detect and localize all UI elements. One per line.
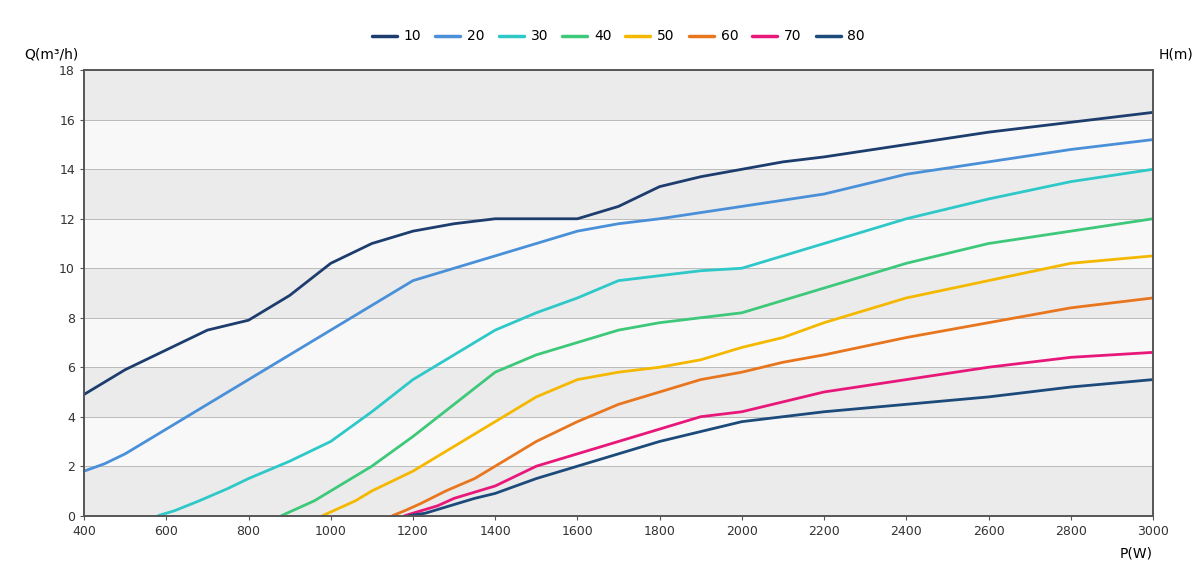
Bar — [84, 219, 1153, 268]
Bar — [84, 367, 1153, 417]
Bar — [84, 466, 1153, 516]
Bar — [84, 268, 1153, 318]
Bar — [84, 70, 1153, 120]
Bar — [84, 169, 1153, 219]
Bar — [84, 120, 1153, 169]
Text: Q(m³/h): Q(m³/h) — [24, 47, 79, 62]
Bar — [84, 318, 1153, 367]
Legend: 10, 20, 30, 40, 50, 60, 70, 80: 10, 20, 30, 40, 50, 60, 70, 80 — [366, 24, 871, 49]
Text: H(m): H(m) — [1158, 47, 1193, 62]
Text: P(W): P(W) — [1121, 547, 1153, 561]
Bar — [84, 417, 1153, 466]
